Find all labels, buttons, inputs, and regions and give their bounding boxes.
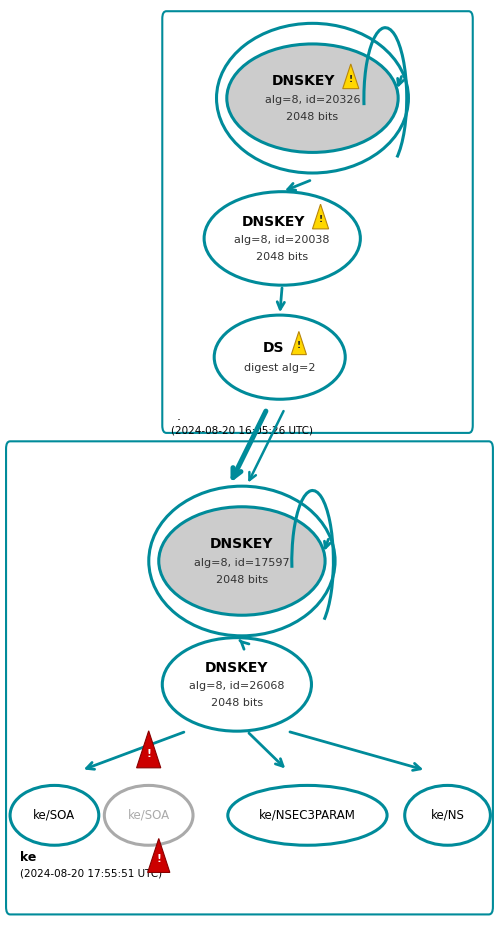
Text: !: ! [297,341,301,351]
Text: DNSKEY: DNSKEY [205,661,269,674]
Text: alg=8, id=20326: alg=8, id=20326 [265,95,360,105]
Text: DS: DS [263,341,284,354]
Text: !: ! [319,215,323,224]
Polygon shape [291,331,306,354]
Text: DNSKEY: DNSKEY [241,215,305,228]
FancyBboxPatch shape [6,441,493,914]
Text: 2048 bits: 2048 bits [211,698,263,708]
Text: ke/SOA: ke/SOA [128,809,170,822]
Text: alg=8, id=26068: alg=8, id=26068 [189,682,285,691]
Ellipse shape [214,315,345,399]
Polygon shape [148,839,170,872]
Ellipse shape [159,507,325,615]
Ellipse shape [104,785,193,845]
Text: DNSKEY: DNSKEY [272,75,335,88]
Ellipse shape [405,785,490,845]
FancyBboxPatch shape [162,11,473,433]
Ellipse shape [204,192,360,285]
Ellipse shape [228,785,387,845]
Text: !: ! [156,855,161,865]
Text: digest alg=2: digest alg=2 [244,364,316,373]
Text: !: ! [349,75,353,84]
Text: 2048 bits: 2048 bits [286,112,339,122]
Ellipse shape [10,785,99,845]
Ellipse shape [227,44,398,152]
Text: !: ! [146,749,151,758]
Text: alg=8, id=17597: alg=8, id=17597 [194,558,290,568]
Text: ke/NSEC3PARAM: ke/NSEC3PARAM [259,809,356,822]
Polygon shape [312,204,329,229]
Text: alg=8, id=20038: alg=8, id=20038 [234,236,330,245]
Text: ke/NS: ke/NS [430,809,465,822]
Text: (2024-08-20 17:55:51 UTC): (2024-08-20 17:55:51 UTC) [20,869,162,879]
Polygon shape [343,64,359,89]
Text: ke: ke [20,851,36,864]
Polygon shape [137,731,161,768]
Text: 2048 bits: 2048 bits [256,252,308,262]
Text: ke/SOA: ke/SOA [33,809,76,822]
Text: DNSKEY: DNSKEY [210,538,274,551]
Ellipse shape [162,638,311,731]
Text: 2048 bits: 2048 bits [216,575,268,584]
Text: (2024-08-20 16:05:26 UTC): (2024-08-20 16:05:26 UTC) [171,425,313,436]
Text: .: . [176,410,180,423]
